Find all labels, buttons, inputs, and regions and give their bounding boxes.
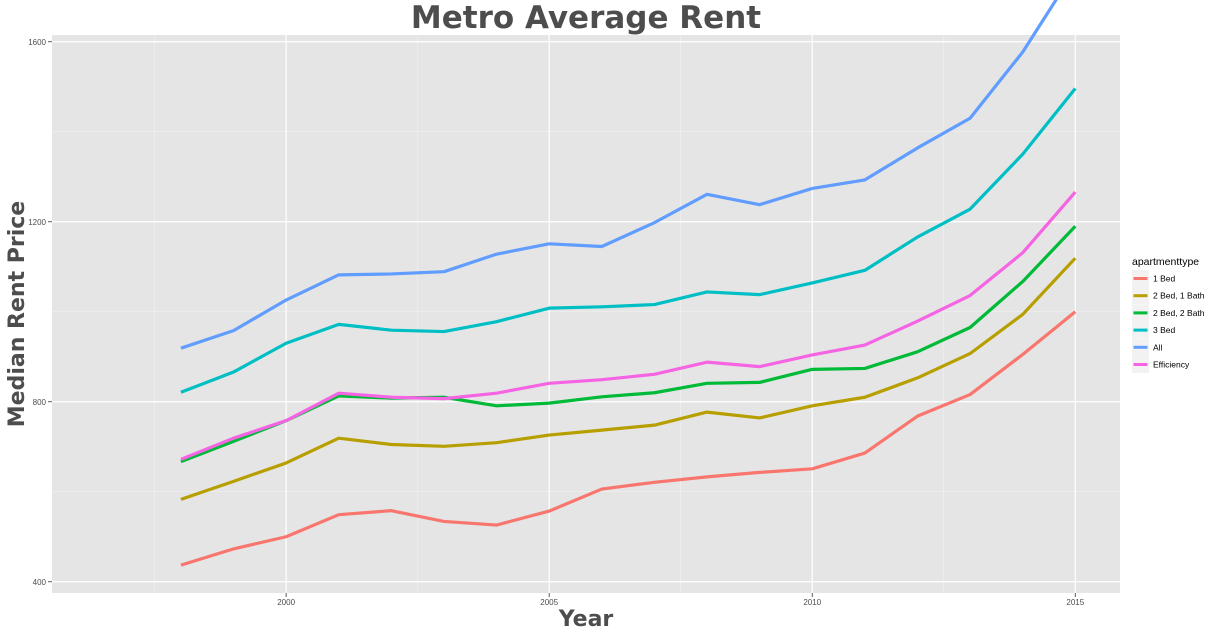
- series-line-efficiency: [180, 191, 1077, 461]
- series-lines: [180, 0, 1077, 567]
- legend-label: 2 Bed, 2 Bath: [1153, 308, 1205, 318]
- x-tick-label: 2015: [1066, 598, 1084, 607]
- x-axis-title: Year: [558, 607, 614, 632]
- legend-label: 1 Bed: [1153, 274, 1175, 284]
- legend-item: 2 Bed, 2 Bath: [1132, 304, 1205, 322]
- legend-items: 1 Bed 2 Bed, 1 Bath 2 Bed, 2 Bath 3 Bed All E…: [1132, 270, 1205, 373]
- legend-label: Efficiency: [1153, 360, 1190, 370]
- x-tick-label: 2005: [540, 598, 558, 607]
- legend-item: All: [1132, 338, 1163, 356]
- legend-item: 3 Bed: [1132, 321, 1175, 339]
- legend-item: 1 Bed: [1132, 270, 1175, 287]
- y-tick-label: 400: [33, 578, 47, 587]
- y-tick-label: 1200: [28, 218, 46, 227]
- y-tick-label: 1600: [28, 38, 46, 47]
- x-axis: 2000 2005 2010 2015: [277, 593, 1085, 607]
- legend-item: Efficiency: [1132, 356, 1190, 373]
- legend-title: apartmenttype: [1132, 256, 1199, 268]
- legend-label: All: [1153, 342, 1163, 352]
- legend-label: 2 Bed, 1 Bath: [1153, 291, 1205, 301]
- series-line-all: [180, 0, 1058, 350]
- series-line-1-bed: [180, 310, 1077, 567]
- grid-lines: [52, 35, 1120, 593]
- series-line-3-bed: [180, 87, 1077, 394]
- legend-item: 2 Bed, 1 Bath: [1132, 287, 1205, 305]
- series-line-2-bed-2-bath: [180, 225, 1077, 464]
- legend: apartmenttype 1 Bed 2 Bed, 1 Bath 2 Bed, 2…: [1132, 256, 1205, 373]
- y-axis: 400 800 1200 1600: [28, 38, 52, 587]
- series-line-2-bed-1-bath: [180, 257, 1077, 501]
- x-tick-label: 2010: [803, 598, 821, 607]
- y-tick-label: 800: [33, 398, 47, 407]
- legend-label: 3 Bed: [1153, 325, 1175, 335]
- x-tick-label: 2000: [277, 598, 295, 607]
- y-axis-title: Median Rent Price: [5, 201, 30, 427]
- chart-title: Metro Average Rent: [411, 0, 761, 36]
- plot-panel: [52, 35, 1120, 593]
